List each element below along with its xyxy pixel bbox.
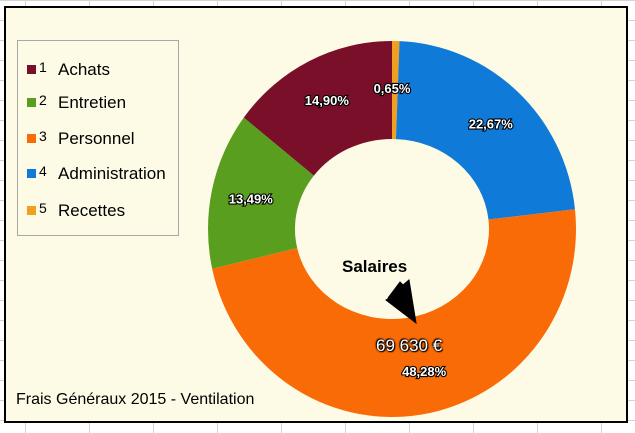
legend-item-entretien: 2 Entretien xyxy=(18,92,178,114)
slice-label-administration: 22,67% xyxy=(469,116,514,131)
legend-swatch xyxy=(27,206,36,215)
slice-personnel[interactable] xyxy=(212,209,577,418)
callout-value: 69 630 € xyxy=(376,336,443,355)
legend-swatch xyxy=(27,65,36,74)
legend-swatch xyxy=(27,134,36,143)
legend-label: Administration xyxy=(58,164,166,183)
legend-swatch xyxy=(27,98,36,107)
slice-label-achats: 14,90% xyxy=(305,93,350,108)
legend-number: 4 xyxy=(39,163,47,179)
legend-item-administration: 4 Administration xyxy=(18,163,178,185)
legend-item-recettes: 5 Recettes xyxy=(18,200,178,222)
legend-number: 1 xyxy=(39,59,47,75)
callout-label: Salaires xyxy=(342,257,408,276)
legend-label: Personnel xyxy=(58,129,135,148)
callout-arrow-icon xyxy=(385,279,417,325)
legend-label: Recettes xyxy=(58,201,126,220)
slice-recettes[interactable] xyxy=(392,41,400,140)
legend-number: 2 xyxy=(39,92,47,108)
legend[interactable]: 1 Achats 2 Entretien 3 Personnel 4 Admin… xyxy=(17,40,179,236)
legend-label: Achats xyxy=(58,60,110,79)
legend-number: 3 xyxy=(39,128,47,144)
legend-label: Entretien xyxy=(58,93,127,112)
slice-label-personnel: 48,28% xyxy=(402,364,447,379)
slice-label-recettes: 0,65% xyxy=(374,81,411,96)
slice-achats[interactable] xyxy=(243,41,392,176)
slice-administration[interactable] xyxy=(395,41,575,220)
donut-labels: 0,65% 22,67% 48,28% 13,49% 14,90% xyxy=(228,80,515,380)
chart-title: Frais Généraux 2015 - Ventilation xyxy=(16,391,255,408)
legend-item-personnel: 3 Personnel xyxy=(18,128,178,150)
legend-number: 5 xyxy=(39,200,47,216)
legend-item-achats: 1 Achats xyxy=(18,59,178,81)
slice-entretien[interactable] xyxy=(208,117,314,269)
slice-label-entretien: 13,49% xyxy=(229,192,274,207)
donut-slices xyxy=(208,41,577,418)
legend-swatch xyxy=(27,169,36,178)
